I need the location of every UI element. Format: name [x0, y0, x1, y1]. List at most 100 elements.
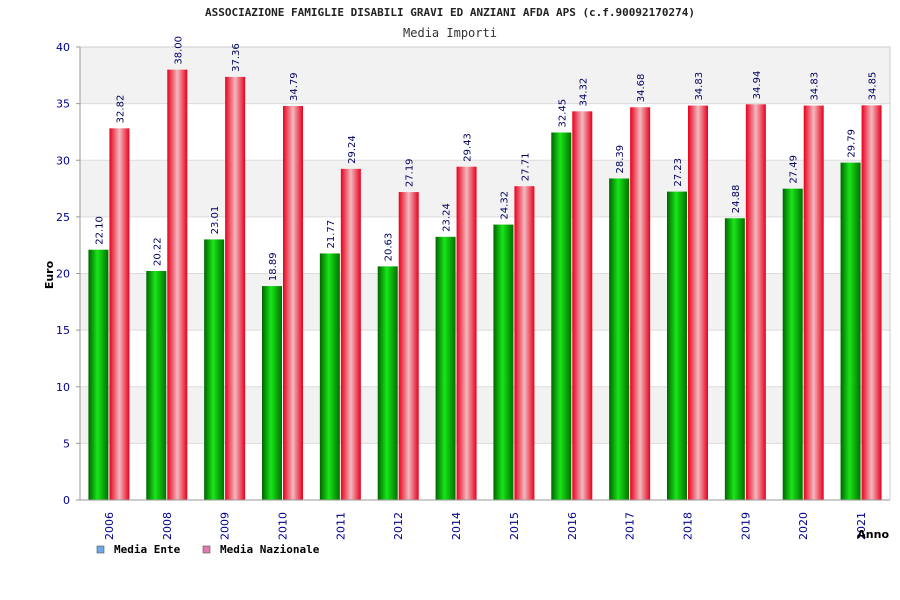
value-label-media-ente-2010: 18.89 — [268, 252, 279, 281]
y-tick-label: 25 — [56, 211, 70, 224]
plot-band — [80, 330, 890, 387]
legend-label-media-ente: Media Ente — [114, 543, 181, 556]
bar-media-ente-2016 — [551, 132, 572, 500]
value-label-media-nazionale-2020: 34.83 — [810, 72, 821, 101]
legend-swatch-media-ente — [96, 545, 105, 554]
value-label-media-ente-2014: 23.24 — [442, 203, 453, 232]
y-tick-label: 10 — [56, 381, 70, 394]
plot-band — [80, 47, 890, 104]
plot-band — [80, 273, 890, 331]
bar-media-ente-2011 — [319, 253, 340, 500]
value-labels: 22.10 32.82 20.22 38.00 23.01 37.36 18.89 34.79… — [94, 36, 878, 281]
value-label-media-ente-2017: 28.39 — [615, 145, 626, 174]
x-axis-ticks: 2006 2008 2009 2010 2011 2012 2014 2015 2016 2017… — [103, 512, 868, 540]
legend-swatch-media-nazionale — [202, 545, 211, 554]
bar-media-ente-2006 — [88, 249, 109, 500]
y-tick-label: 5 — [63, 437, 70, 450]
x-axis-label: Anno — [857, 528, 889, 541]
value-label-media-nazionale-2010: 34.79 — [289, 72, 300, 101]
value-label-media-ente-2006: 22.10 — [94, 216, 105, 245]
value-label-media-ente-2020: 27.49 — [789, 155, 800, 184]
plot-band — [80, 103, 890, 161]
y-tick-label: 15 — [56, 324, 70, 337]
bar-media-nazionale-2011 — [340, 168, 361, 500]
plot-band — [80, 386, 890, 444]
bar-media-ente-2021 — [840, 162, 861, 501]
bar-media-nazionale-2006 — [109, 128, 130, 500]
x-tick-label-2009: 2009 — [219, 512, 232, 540]
bar-media-ente-2019 — [724, 218, 745, 500]
value-label-media-ente-2009: 23.01 — [210, 206, 221, 235]
bar-media-ente-2010 — [262, 286, 282, 500]
y-tick-label: 40 — [56, 41, 70, 54]
y-tick-label: 20 — [56, 268, 70, 281]
bar-media-nazionale-2016 — [572, 111, 593, 501]
bar-media-ente-2008 — [146, 271, 167, 500]
value-label-media-nazionale-2006: 32.82 — [115, 95, 126, 124]
y-axis-ticks: 0 5 10 15 20 25 30 35 40 — [56, 41, 80, 507]
bar-media-nazionale-2020 — [803, 105, 824, 501]
bar-media-nazionale-2018 — [688, 105, 708, 501]
y-axis-label: Euro — [43, 260, 56, 289]
x-tick-label-2010: 2010 — [277, 512, 290, 540]
value-label-media-ente-2018: 27.23 — [673, 158, 684, 187]
x-tick-label-2008: 2008 — [161, 512, 174, 540]
value-label-media-ente-2015: 24.32 — [499, 191, 510, 220]
x-tick-label-2012: 2012 — [392, 512, 405, 540]
plot-band — [80, 216, 890, 274]
bar-media-nazionale-2014 — [456, 166, 477, 500]
x-tick-label-2016: 2016 — [566, 512, 579, 540]
x-tick-label-2015: 2015 — [508, 512, 521, 540]
x-tick-label-2014: 2014 — [450, 512, 463, 540]
value-label-media-nazionale-2018: 34.83 — [694, 72, 705, 101]
value-label-media-nazionale-2017: 34.68 — [636, 74, 647, 103]
value-label-media-nazionale-2015: 27.71 — [520, 153, 531, 182]
legend: Media Ente Media Nazionale — [96, 543, 320, 556]
x-tick-label-2006: 2006 — [103, 512, 116, 540]
value-label-media-ente-2021: 29.79 — [847, 129, 858, 158]
value-label-media-ente-2012: 20.63 — [384, 233, 395, 262]
bars — [88, 69, 882, 501]
value-label-media-nazionale-2019: 34.94 — [752, 71, 763, 100]
x-tick-label-2018: 2018 — [682, 512, 695, 540]
bar-media-ente-2014 — [435, 236, 456, 500]
bar-media-ente-2015 — [493, 224, 514, 501]
x-tick-label-2019: 2019 — [739, 512, 752, 540]
x-tick-label-2020: 2020 — [797, 512, 810, 540]
chart-subtitle: Media Importi — [403, 26, 497, 40]
chart-title: ASSOCIAZIONE FAMIGLIE DISABILI GRAVI ED … — [205, 6, 695, 19]
bar-media-ente-2020 — [782, 188, 803, 500]
value-label-media-nazionale-2016: 34.32 — [578, 78, 589, 107]
bar-media-ente-2018 — [667, 191, 687, 501]
bar-media-nazionale-2012 — [398, 192, 419, 501]
value-label-media-ente-2011: 21.77 — [326, 220, 337, 249]
bar-media-nazionale-2019 — [745, 104, 766, 500]
bar-media-ente-2009 — [204, 239, 225, 500]
bar-media-nazionale-2015 — [514, 186, 535, 500]
y-tick-label: 0 — [63, 494, 70, 507]
y-tick-label: 30 — [56, 154, 70, 167]
value-label-media-nazionale-2009: 37.36 — [231, 43, 242, 72]
plot-band — [80, 443, 890, 500]
value-label-media-nazionale-2011: 29.24 — [347, 135, 358, 164]
value-label-media-ente-2016: 32.45 — [557, 99, 568, 128]
bar-media-ente-2012 — [377, 266, 398, 500]
value-label-media-nazionale-2021: 34.85 — [868, 72, 879, 101]
bar-media-nazionale-2009 — [225, 76, 246, 500]
bar-media-nazionale-2008 — [167, 69, 188, 501]
value-label-media-nazionale-2012: 27.19 — [405, 158, 416, 187]
value-label-media-nazionale-2014: 29.43 — [463, 133, 474, 162]
value-label-media-ente-2019: 24.88 — [731, 185, 742, 214]
bar-media-nazionale-2021 — [861, 105, 882, 500]
bar-media-ente-2017 — [609, 178, 630, 500]
legend-label-media-nazionale: Media Nazionale — [220, 543, 320, 556]
x-tick-label-2021: 2021 — [855, 512, 868, 540]
value-label-media-nazionale-2008: 38.00 — [173, 36, 184, 65]
bar-media-nazionale-2010 — [283, 106, 303, 501]
plot-band — [80, 160, 890, 217]
bar-media-nazionale-2017 — [630, 107, 651, 501]
value-label-media-ente-2008: 20.22 — [152, 237, 163, 266]
y-tick-label: 35 — [56, 98, 70, 111]
x-tick-label-2011: 2011 — [334, 512, 347, 540]
